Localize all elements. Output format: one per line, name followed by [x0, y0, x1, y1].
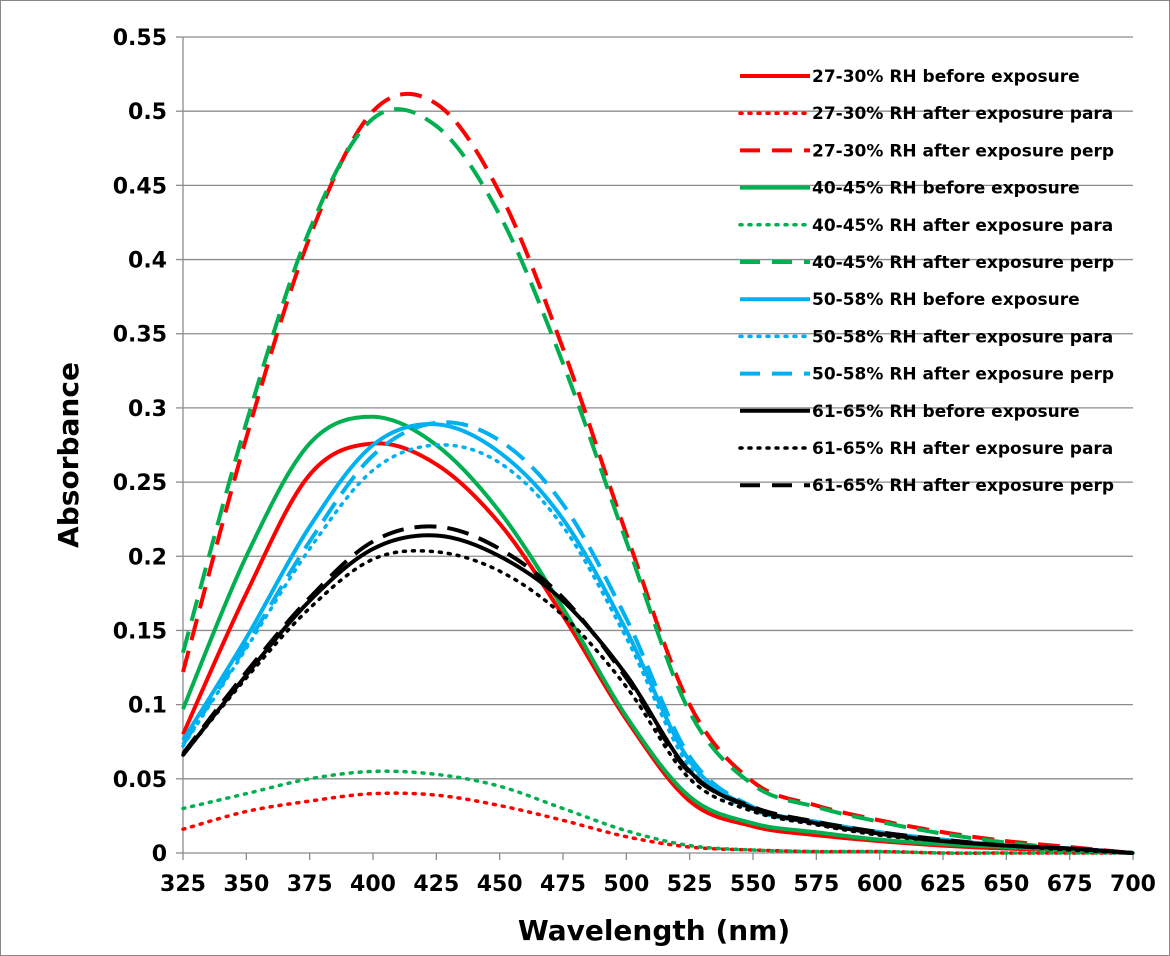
y-tick-label: 0.25 [113, 471, 167, 496]
x-tick-label: 375 [287, 872, 333, 897]
legend-label: 40-45% RH before exposure [812, 179, 1080, 199]
series-line-2 [181, 791, 1135, 855]
x-axis-title: Wavelength (nm) [518, 914, 790, 947]
x-tick-label: 625 [920, 872, 966, 897]
x-tick-label: 400 [350, 872, 396, 897]
x-tick-label: 700 [1110, 872, 1156, 897]
x-tick-label: 350 [223, 872, 269, 897]
legend-label: 50-58% RH before exposure [812, 290, 1080, 310]
y-tick-label: 0.05 [113, 768, 167, 793]
x-tick-label: 650 [983, 872, 1029, 897]
legend-label: 27-30% RH after exposure para [812, 104, 1113, 124]
series-line-12 [181, 524, 1134, 855]
legend-label: 61-65% RH after exposure perp [812, 476, 1114, 496]
y-tick-label: 0.5 [128, 100, 167, 125]
legend-label: 40-45% RH after exposure perp [812, 253, 1114, 273]
legend-label: 50-58% RH after exposure perp [812, 365, 1114, 385]
series-line-5 [181, 769, 1135, 855]
x-tick-label: 575 [793, 872, 839, 897]
x-tick-label: 550 [730, 872, 776, 897]
legend-label: 40-45% RH after exposure para [812, 216, 1113, 236]
x-tick-label: 450 [477, 872, 523, 897]
y-tick-label: 0.15 [113, 619, 167, 644]
legend: 27-30% RH before exposure 27-30% RH after… [738, 67, 1114, 496]
legend-label: 27-30% RH after exposure perp [812, 141, 1114, 161]
y-tick-label: 0.35 [113, 323, 167, 348]
series-line-3 [181, 91, 1134, 855]
y-tick-label: 0 [152, 842, 167, 867]
legend-label: 27-30% RH before exposure [812, 67, 1080, 87]
y-tick-label: 0.1 [128, 694, 167, 719]
y-tick-label: 0.2 [128, 545, 167, 570]
series-line-6 [181, 107, 1134, 855]
x-tick-label: 425 [413, 872, 459, 897]
gridlines [183, 36, 1133, 780]
series-line-4 [181, 414, 1134, 855]
x-tick-label: 475 [540, 872, 586, 897]
legend-label: 61-65% RH before exposure [812, 402, 1080, 422]
legend-label: 50-58% RH after exposure para [812, 327, 1113, 347]
x-tick-label: 675 [1047, 872, 1093, 897]
series-lines [181, 91, 1135, 855]
y-tick-label: 0.45 [113, 174, 167, 199]
x-tick-label: 525 [667, 872, 713, 897]
x-tick-label: 600 [857, 872, 903, 897]
y-axis-title: Absorbance [52, 362, 85, 548]
x-tick-label: 500 [603, 872, 649, 897]
y-tick-label: 0.4 [128, 249, 167, 274]
legend-label: 61-65% RH after exposure para [812, 439, 1113, 459]
y-tick-label: 0.3 [128, 397, 167, 422]
axes: 0 0.05 0.1 0.15 0.2 0.25 0.3 0.35 0.4 0.45 0.5 0.55… [113, 26, 1156, 897]
x-tick-label: 325 [160, 872, 206, 897]
y-tick-label: 0.55 [113, 26, 167, 51]
